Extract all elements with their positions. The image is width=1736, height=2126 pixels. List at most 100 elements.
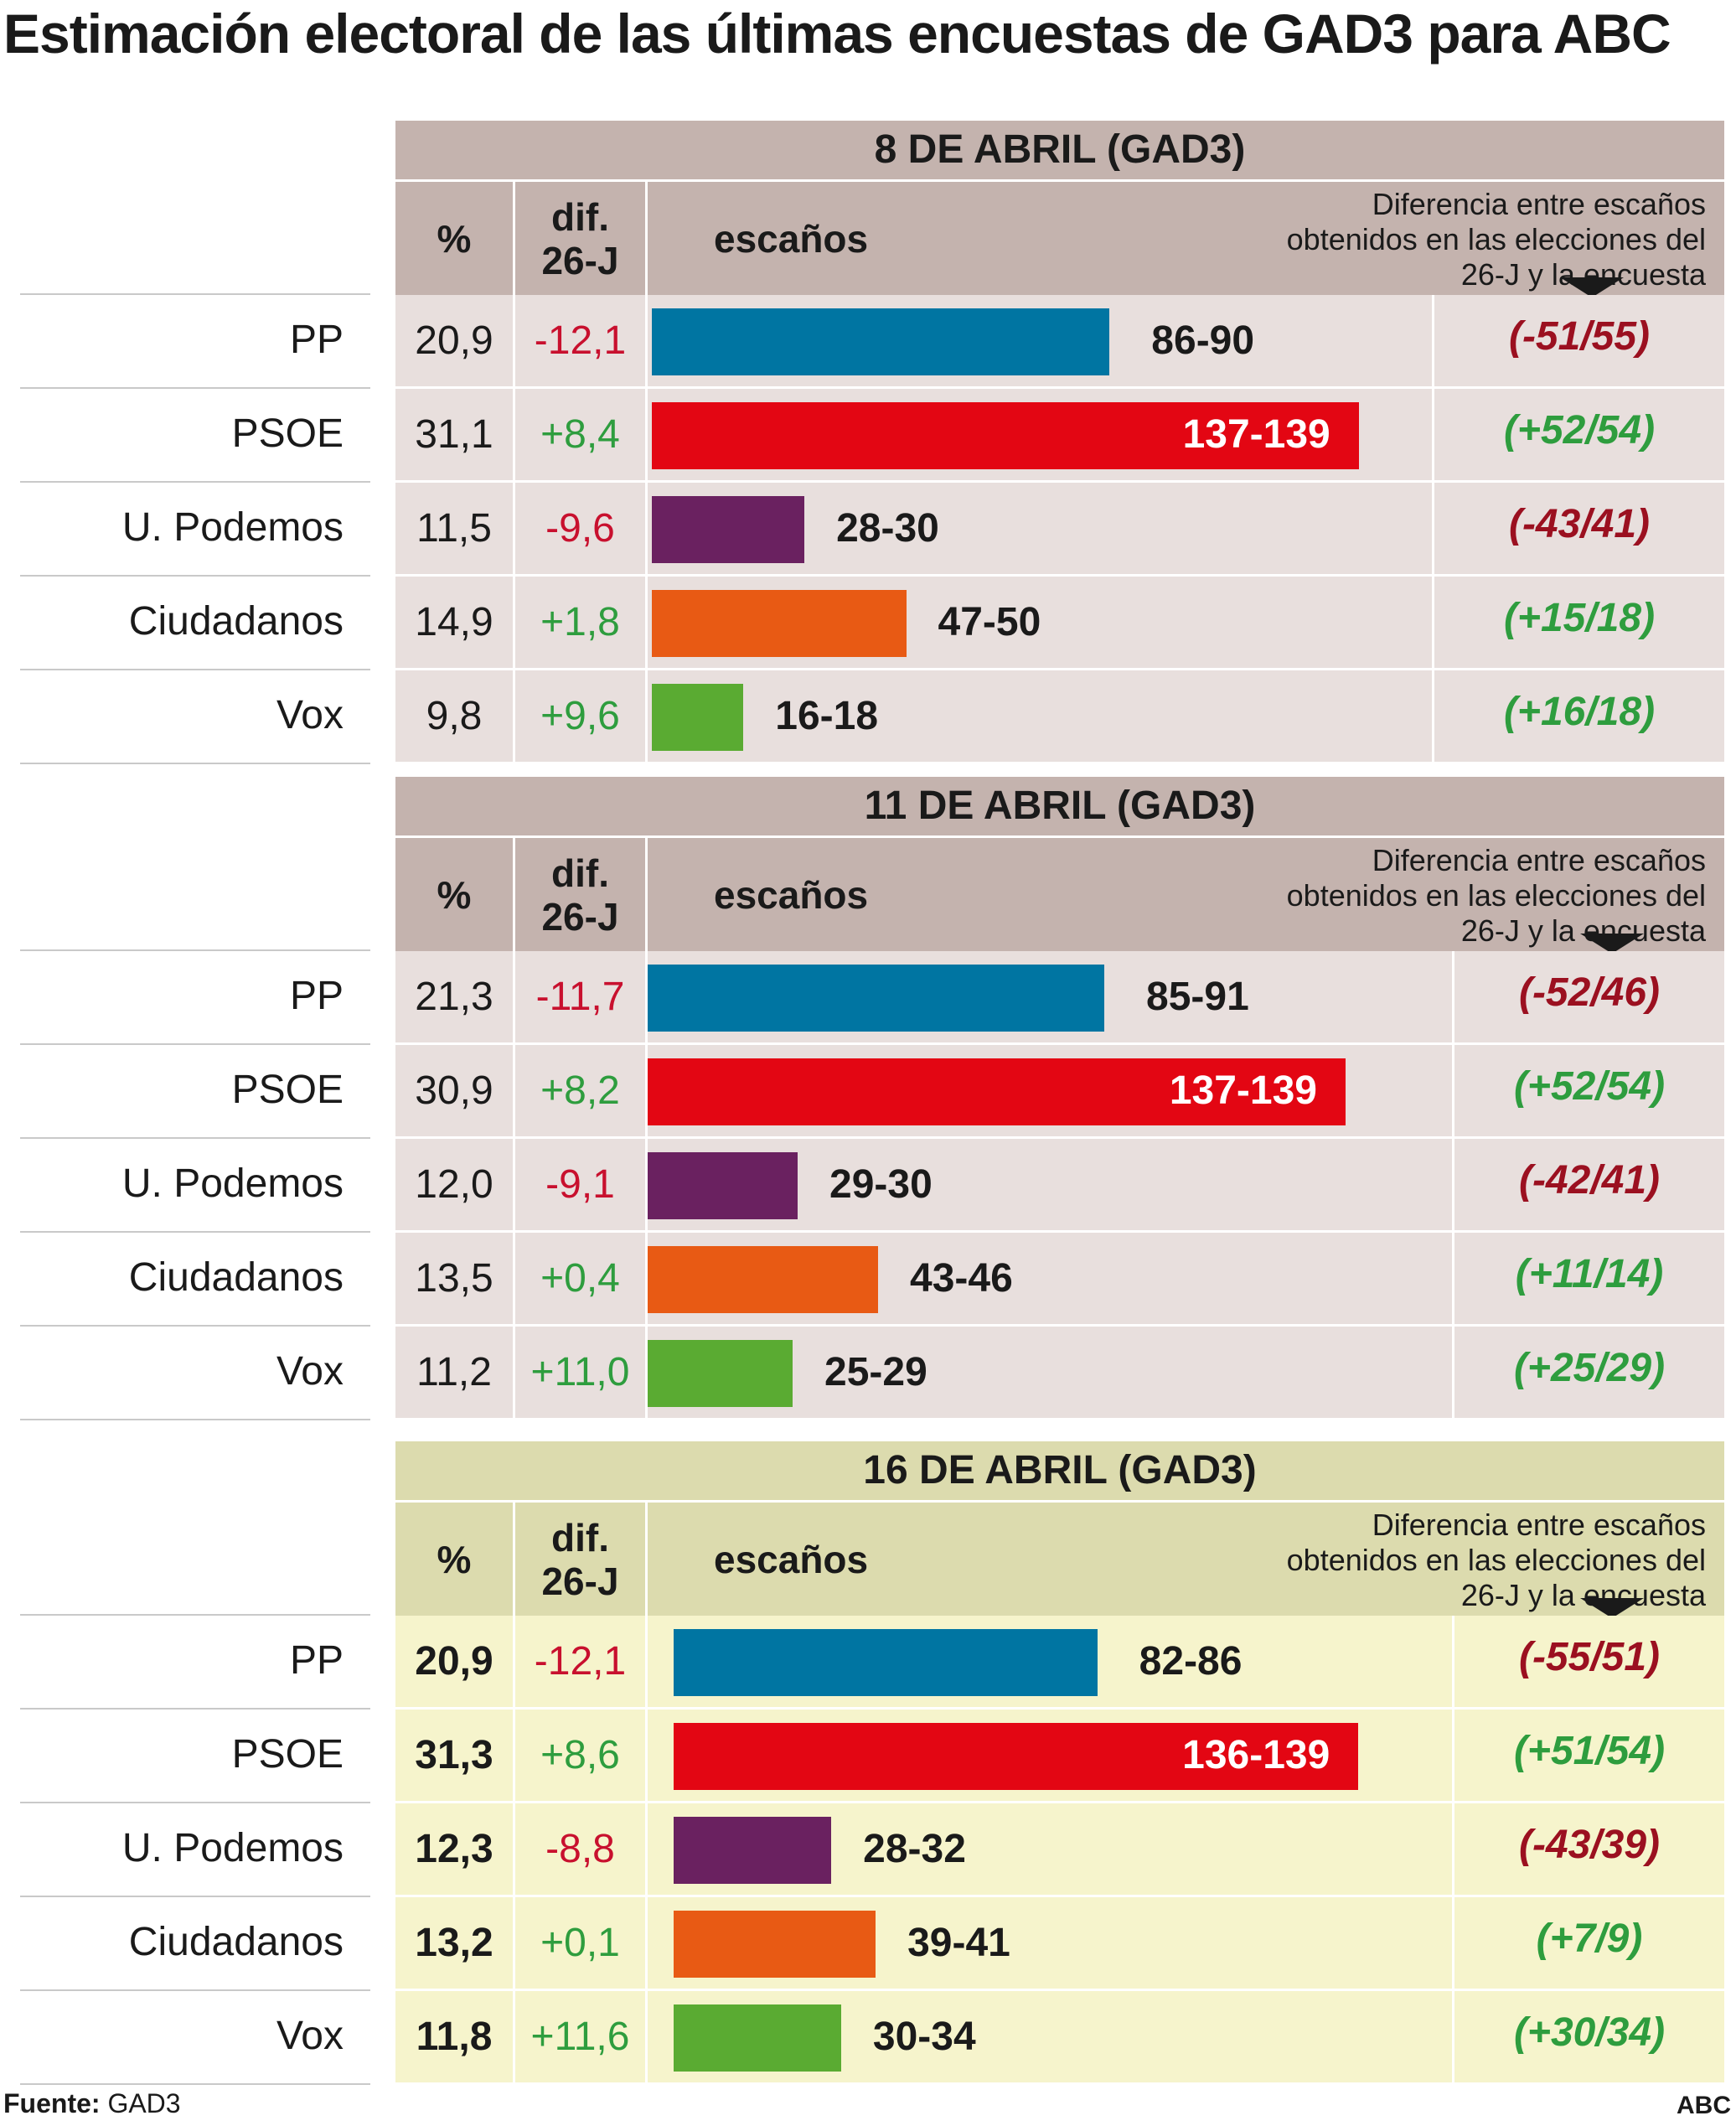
table-row: 20,9 -12,1 86-90 (-51/55) <box>395 295 1724 389</box>
page-title: Estimación electoral de las últimas encu… <box>3 3 1671 65</box>
col-header-dif: dif. 26-J <box>515 1503 645 1616</box>
col-header-seats: escaños <box>714 216 869 261</box>
seat-difference: (+7/9) <box>1536 1917 1643 1961</box>
vote-percent: 11,5 <box>416 506 492 551</box>
seats-label: 29-30 <box>829 1162 933 1207</box>
vote-difference: -9,1 <box>545 1162 615 1207</box>
note-line: 26-J y la encuesta <box>1460 257 1706 292</box>
seat-difference: (-52/46) <box>1518 970 1661 1015</box>
seats-label: 82-86 <box>1139 1639 1243 1684</box>
seat-difference: (+16/18) <box>1503 690 1656 734</box>
seats-bar <box>647 1152 798 1219</box>
table-row: 20,9 -12,1 82-86 (-55/51) <box>395 1616 1724 1710</box>
party-label-cell: Ciudadanos <box>20 1897 370 1991</box>
panel-date-title: 16 DE ABRIL (GAD3) <box>395 1441 1724 1500</box>
table-row: 12,3 -8,8 28-32 (-43/39) <box>395 1803 1724 1897</box>
seats-bar <box>647 1340 793 1407</box>
seats-bar <box>674 1629 1098 1696</box>
panel-body: 20,9 -12,1 86-90 (-51/55) 31,1 +8,4 137-139 (+5… <box>395 295 1724 764</box>
source-label: Fuente: <box>3 2088 101 2118</box>
column-separator <box>1432 295 1434 764</box>
table-row: 13,2 +0,1 39-41 (+7/9) <box>395 1897 1724 1991</box>
seats-bar <box>652 496 805 563</box>
header-separator <box>645 1503 648 1616</box>
panel-body: 21,3 -11,7 85-91 (-52/46) 30,9 +8,2 137-139 (+5… <box>395 951 1724 1420</box>
seats-label: 30-34 <box>872 2015 976 2059</box>
seat-difference: (-55/51) <box>1518 1635 1661 1679</box>
note-line: Diferencia entre escaños <box>1372 843 1706 877</box>
table-row: 31,3 +8,6 136-139 (+51/54) <box>395 1710 1724 1803</box>
vote-difference: -11,7 <box>535 975 625 1019</box>
col-header-dif-line1: dif. <box>551 1515 609 1560</box>
panel-body: 20,9 -12,1 82-86 (-55/51) 31,3 +8,6 136-139 (+5… <box>395 1616 1724 2085</box>
column-separator <box>513 1616 515 2085</box>
seats-bar <box>674 1911 876 1978</box>
party-label-cell: Vox <box>20 1991 370 2085</box>
col-header-dif-line1: dif. <box>551 851 609 895</box>
party-name: Ciudadanos <box>128 1255 344 1300</box>
survey-panel: 16 DE ABRIL (GAD3)% dif. 26-J escaños Difere… <box>0 1441 1736 2085</box>
vote-difference: -12,1 <box>534 1639 627 1684</box>
seat-difference: (-42/41) <box>1518 1158 1661 1203</box>
vote-percent: 30,9 <box>415 1068 493 1113</box>
column-separator <box>513 295 515 764</box>
vote-percent: 20,9 <box>415 1639 493 1684</box>
table-row: 21,3 -11,7 85-91 (-52/46) <box>395 951 1724 1045</box>
panel-column-header: % dif. 26-J escaños Diferencia entre escaños… <box>395 179 1724 297</box>
vote-percent: 13,5 <box>415 1256 493 1301</box>
vote-difference: +9,6 <box>540 694 620 738</box>
seats-label: 28-32 <box>863 1827 966 1871</box>
column-separator <box>645 295 648 764</box>
panel-column-header: % dif. 26-J escaños Diferencia entre escaños… <box>395 835 1724 954</box>
seat-difference: (-43/41) <box>1508 502 1651 546</box>
vote-percent: 9,8 <box>426 694 483 738</box>
party-label-cell: PP <box>20 951 370 1045</box>
seat-difference: (+15/18) <box>1503 596 1656 640</box>
col-header-dif-line2: 26-J <box>541 894 619 939</box>
seats-label: 47-50 <box>938 600 1041 644</box>
vote-percent: 11,8 <box>416 2015 493 2059</box>
header-separator <box>513 838 515 951</box>
vote-percent: 21,3 <box>415 975 493 1019</box>
seat-difference: (+51/54) <box>1513 1729 1666 1773</box>
table-row: 14,9 +1,8 47-50 (+15/18) <box>395 577 1724 670</box>
seats-bar <box>647 1246 878 1313</box>
seats-bar <box>652 308 1110 375</box>
label-column-top-rule <box>20 949 370 951</box>
note-line: Diferencia entre escaños <box>1372 187 1706 221</box>
col-header-pct: % <box>437 872 472 917</box>
table-row: 11,2 +11,0 25-29 (+25/29) <box>395 1327 1724 1420</box>
col-header-difference-note: Diferencia entre escaños obtenidos en las… <box>1287 187 1706 292</box>
header-separator <box>645 182 648 295</box>
vote-difference: +8,6 <box>540 1733 620 1777</box>
vote-difference: -9,6 <box>545 506 615 551</box>
seats-bar <box>647 1058 1346 1125</box>
survey-panel: 8 DE ABRIL (GAD3)% dif. 26-J escaños Diferen… <box>0 121 1736 764</box>
vote-difference: -8,8 <box>545 1827 615 1871</box>
seats-label: 137-139 <box>1182 412 1330 457</box>
vote-difference: +8,2 <box>540 1068 620 1113</box>
party-name: PP <box>289 1638 344 1683</box>
seats-bar <box>674 2004 841 2072</box>
vote-percent: 12,3 <box>415 1827 493 1871</box>
table-row: 30,9 +8,2 137-139 (+52/54) <box>395 1045 1724 1139</box>
seats-bar <box>652 684 744 751</box>
party-name: PSOE <box>231 411 344 456</box>
vote-difference: +11,6 <box>530 2015 630 2059</box>
party-label-cell: U. Podemos <box>20 1139 370 1233</box>
seats-bar <box>674 1817 832 1884</box>
seat-difference: (+25/29) <box>1513 1346 1666 1390</box>
brand-logo: ABC <box>1677 2092 1731 2119</box>
party-name: U. Podemos <box>121 1161 344 1206</box>
seats-label: 25-29 <box>824 1350 927 1394</box>
seats-label: 16-18 <box>775 694 879 738</box>
vote-difference: +0,1 <box>540 1921 620 1965</box>
seats-bar <box>647 965 1104 1032</box>
col-header-dif-text: dif. 26-J <box>541 1516 618 1603</box>
seats-label: 28-30 <box>836 506 939 551</box>
party-name: PP <box>289 974 344 1018</box>
party-label-cell: PSOE <box>20 389 370 483</box>
survey-panel: 11 DE ABRIL (GAD3)% dif. 26-J escaños Difere… <box>0 777 1736 1420</box>
note-line: obtenidos en las elecciones del <box>1286 222 1706 256</box>
col-header-dif-line2: 26-J <box>541 238 619 282</box>
